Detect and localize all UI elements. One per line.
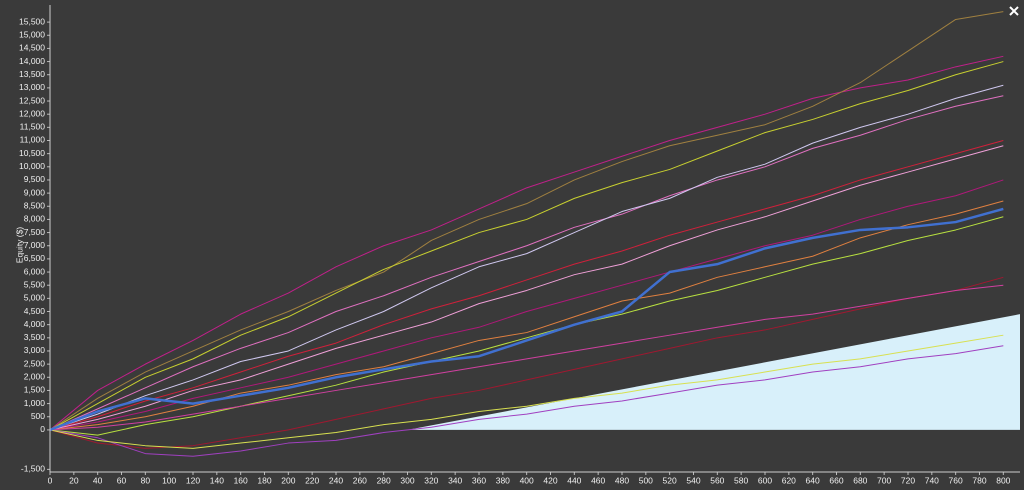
x-tick-label: 560 [710,475,724,485]
x-tick-label: 60 [117,475,127,485]
x-tick-label: 700 [877,475,891,485]
y-tick-label: 9,000 [24,187,46,197]
equity-line [49,334,1004,449]
equity-line [49,140,1004,431]
x-tick-label: 420 [543,475,557,485]
close-button[interactable] [1009,6,1019,16]
x-tick-label: 780 [972,475,986,485]
y-tick-label: 5,000 [24,293,46,303]
x-tick-label: 540 [686,475,700,485]
x-tick-label: 340 [448,475,462,485]
y-tick-label: 10,500 [19,148,45,158]
y-tick-label: 12,500 [19,95,45,105]
y-tick-label: 3,500 [24,332,46,342]
x-tick-label: 440 [567,475,581,485]
y-tick-label: -1,500 [21,464,45,474]
x-tick-label: 200 [281,475,295,485]
y-tick-label: 1,000 [24,398,46,408]
y-tick-label: 7,500 [24,227,46,237]
y-tick-label: 13,500 [19,69,45,79]
y-tick-label: 9,500 [24,174,46,184]
y-tick-label: 6,500 [24,253,46,263]
x-tick-label: 720 [901,475,915,485]
x-tick-label: 280 [377,475,391,485]
area [407,314,1020,430]
equity-line [49,55,1004,431]
x-tick-label: 0 [48,475,53,485]
x-tick-label: 500 [639,475,653,485]
x-tick-label: 240 [329,475,343,485]
y-tick-label: 8,000 [24,214,46,224]
equity-line [49,11,1004,431]
x-tick-label: 180 [257,475,271,485]
y-tick-label: 10,000 [19,161,45,171]
x-tick-label: 260 [353,475,367,485]
equity-line [49,61,1004,431]
y-tick-label: 13,000 [19,82,45,92]
y-axis-label: Equity ($) [14,227,24,264]
x-tick-label: 760 [949,475,963,485]
y-tick-label: 11,000 [20,135,46,145]
y-tick-label: 3,000 [24,345,46,355]
y-tick-label: 15,500 [19,16,45,26]
x-tick-label: 620 [782,475,796,485]
x-tick-label: 320 [424,475,438,485]
x-tick-label: 20 [69,475,79,485]
y-tick-label: 1,500 [24,385,46,395]
x-tick-label: 300 [400,475,414,485]
close-icon[interactable] [1009,6,1019,16]
x-tick-label: 460 [591,475,605,485]
y-tick-label: 11,500 [20,122,46,132]
y-tick-label: 5,500 [24,279,46,289]
equity-line [49,276,1004,449]
y-tick-label: 500 [31,411,45,421]
x-tick-label: 580 [734,475,748,485]
equity-line [49,95,1004,431]
x-tick-label: 140 [210,475,224,485]
y-tick-label: 2,500 [24,358,46,368]
y-tick-label: 15,000 [19,30,45,40]
x-tick-label: 100 [162,475,176,485]
y-tick-label: 14,500 [19,43,45,53]
x-tick-label: 120 [186,475,200,485]
x-tick-label: 400 [520,475,534,485]
y-tick-label: 4,000 [24,319,46,329]
equity-line [49,345,1004,457]
equity-line [49,207,1004,432]
y-tick-label: 12,000 [19,108,45,118]
equity-line [49,216,1004,436]
equity-line [49,284,1004,431]
x-tick-label: 360 [472,475,486,485]
x-tick-label: 480 [615,475,629,485]
y-tick-label: 14,000 [19,56,45,66]
x-tick-label: 660 [829,475,843,485]
y-tick-label: 7,000 [24,240,46,250]
x-tick-label: 600 [758,475,772,485]
equity-line [49,145,1004,431]
x-tick-label: 520 [663,475,677,485]
x-tick-label: 680 [853,475,867,485]
y-tick-label: 0 [40,424,45,434]
x-tick-label: 800 [996,475,1010,485]
x-tick-label: 640 [806,475,820,485]
x-tick-label: 740 [925,475,939,485]
y-tick-label: 4,500 [24,306,46,316]
x-tick-label: 80 [141,475,151,485]
x-tick-label: 40 [93,475,103,485]
equity-line [49,179,1004,431]
y-tick-label: 2,000 [24,372,46,382]
x-tick-label: 380 [496,475,510,485]
x-tick-label: 160 [234,475,248,485]
equity-line [49,84,1004,431]
y-tick-label: 8,500 [24,201,46,211]
y-tick-label: 6,000 [24,266,46,276]
x-tick-label: 220 [305,475,319,485]
